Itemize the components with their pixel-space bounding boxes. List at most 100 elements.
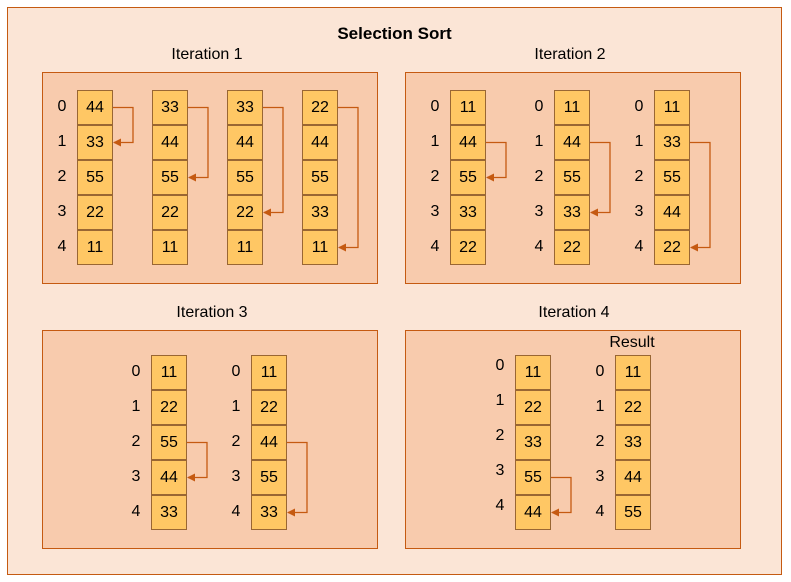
array-cell: 55 — [554, 160, 590, 195]
index-label: 1 — [495, 392, 505, 409]
index-label: 4 — [57, 238, 67, 255]
index-label: 0 — [634, 98, 644, 115]
array-cell: 44 — [615, 460, 651, 495]
array-cell: 33 — [152, 90, 188, 125]
array-cell: 44 — [654, 195, 690, 230]
index-label: 2 — [430, 168, 440, 185]
array-cell: 33 — [302, 195, 338, 230]
index-label: 1 — [595, 398, 605, 415]
array-cell: 33 — [515, 425, 551, 460]
index-label: 4 — [595, 503, 605, 520]
index-label: 1 — [57, 133, 67, 150]
index-label: 0 — [430, 98, 440, 115]
result-label: Result — [609, 334, 655, 351]
array-cell: 11 — [450, 90, 486, 125]
array-cell: 11 — [77, 230, 113, 265]
array-cell: 55 — [615, 495, 651, 530]
index-label: 2 — [534, 168, 544, 185]
index-label: 1 — [131, 398, 141, 415]
index-label: 3 — [430, 203, 440, 220]
array-cell: 44 — [302, 125, 338, 160]
array-cell: 22 — [151, 390, 187, 425]
index-label: 4 — [430, 238, 440, 255]
array-cell: 33 — [554, 195, 590, 230]
index-label: 3 — [634, 203, 644, 220]
array-cell: 11 — [151, 355, 187, 390]
array-cell: 22 — [77, 195, 113, 230]
array-cell: 55 — [654, 160, 690, 195]
array-cell: 11 — [515, 355, 551, 390]
index-label: 0 — [57, 98, 67, 115]
iteration-panel — [405, 330, 741, 549]
index-label: 0 — [231, 363, 241, 380]
index-label: 3 — [231, 468, 241, 485]
array-cell: 44 — [251, 425, 287, 460]
array-cell: 11 — [152, 230, 188, 265]
array-cell: 55 — [515, 460, 551, 495]
array-cell: 11 — [654, 90, 690, 125]
array-cell: 44 — [152, 125, 188, 160]
index-label: 0 — [595, 363, 605, 380]
index-label: 2 — [634, 168, 644, 185]
array-cell: 11 — [302, 230, 338, 265]
array-cell: 55 — [227, 160, 263, 195]
array-cell: 22 — [152, 195, 188, 230]
array-cell: 22 — [251, 390, 287, 425]
array-cell: 33 — [654, 125, 690, 160]
array-cell: 44 — [227, 125, 263, 160]
array-cell: 44 — [450, 125, 486, 160]
index-label: 1 — [231, 398, 241, 415]
index-label: 2 — [495, 427, 505, 444]
array-cell: 44 — [515, 495, 551, 530]
array-cell: 33 — [151, 495, 187, 530]
array-cell: 11 — [251, 355, 287, 390]
iteration-title: Iteration 3 — [176, 304, 248, 321]
array-cell: 44 — [554, 125, 590, 160]
array-cell: 11 — [227, 230, 263, 265]
iteration-title: Iteration 1 — [171, 46, 243, 63]
array-cell: 22 — [450, 230, 486, 265]
index-label: 2 — [131, 433, 141, 450]
array-cell: 44 — [77, 90, 113, 125]
array-cell: 22 — [515, 390, 551, 425]
index-label: 0 — [131, 363, 141, 380]
diagram-title: Selection Sort — [337, 24, 452, 43]
array-cell: 22 — [302, 90, 338, 125]
index-label: 3 — [57, 203, 67, 220]
array-cell: 33 — [227, 90, 263, 125]
iteration-title: Iteration 4 — [538, 304, 610, 321]
index-label: 2 — [57, 168, 67, 185]
array-cell: 33 — [615, 425, 651, 460]
index-label: 4 — [131, 503, 141, 520]
index-label: 2 — [231, 433, 241, 450]
index-label: 3 — [534, 203, 544, 220]
array-cell: 55 — [77, 160, 113, 195]
index-label: 3 — [495, 462, 505, 479]
array-cell: 55 — [151, 425, 187, 460]
index-label: 0 — [495, 357, 505, 374]
array-cell: 55 — [450, 160, 486, 195]
index-label: 1 — [534, 133, 544, 150]
array-cell: 55 — [251, 460, 287, 495]
array-cell: 33 — [77, 125, 113, 160]
array-cell: 11 — [554, 90, 590, 125]
array-cell: 22 — [554, 230, 590, 265]
array-cell: 22 — [227, 195, 263, 230]
iteration-panel — [42, 330, 378, 549]
index-label: 4 — [231, 503, 241, 520]
array-cell: 44 — [151, 460, 187, 495]
array-cell: 22 — [654, 230, 690, 265]
index-label: 1 — [634, 133, 644, 150]
index-label: 1 — [430, 133, 440, 150]
iteration-title: Iteration 2 — [534, 46, 606, 63]
array-cell: 33 — [450, 195, 486, 230]
index-label: 4 — [495, 497, 505, 514]
index-label: 2 — [595, 433, 605, 450]
index-label: 3 — [595, 468, 605, 485]
array-cell: 11 — [615, 355, 651, 390]
array-cell: 33 — [251, 495, 287, 530]
array-cell: 22 — [615, 390, 651, 425]
index-label: 3 — [131, 468, 141, 485]
array-cell: 55 — [302, 160, 338, 195]
index-label: 0 — [534, 98, 544, 115]
